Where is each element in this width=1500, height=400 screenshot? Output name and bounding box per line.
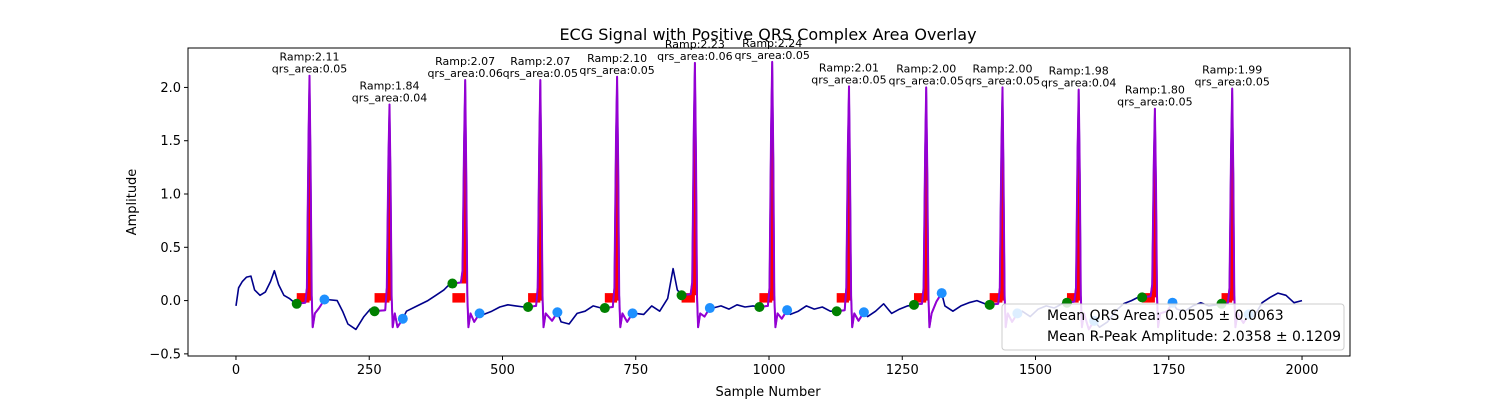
- qrs-area-fills: [296, 61, 1235, 303]
- qrs-area-label: qrs_area:0.05: [889, 74, 964, 87]
- y-tick-label: −0.5: [149, 347, 181, 362]
- s-point-marker: [319, 294, 330, 305]
- s-point-marker: [397, 313, 408, 324]
- qrs-area-label: qrs_area:0.05: [965, 74, 1040, 87]
- legend-box: [1001, 303, 1345, 351]
- qrs-area-base: [681, 293, 695, 303]
- qrs-area-label: qrs_area:0.05: [503, 67, 578, 80]
- s-point-marker: [552, 307, 563, 318]
- q-point-marker: [754, 301, 765, 312]
- q-point-marker: [523, 301, 534, 312]
- x-tick-label: 1250: [886, 363, 919, 378]
- r-peak-amp-label: Ramp:1.84: [359, 79, 419, 92]
- y-tick-label: 1.5: [160, 134, 181, 149]
- qrs-segment: [913, 86, 943, 329]
- qrs-area-label: qrs_area:0.05: [272, 63, 347, 76]
- s-point-marker: [474, 308, 485, 319]
- s-point-marker: [936, 288, 947, 299]
- y-tick-label: 0.0: [160, 294, 181, 309]
- chart-title: ECG Signal with Positive QRS Complex Are…: [559, 25, 976, 44]
- qrs-segment: [604, 75, 634, 329]
- qrs-area-base: [374, 293, 390, 303]
- qrs-area-base: [296, 293, 310, 303]
- qrs-segment: [836, 85, 865, 329]
- qrs-segment: [1221, 87, 1250, 329]
- s-point-marker: [704, 303, 715, 314]
- peak-annotations: Ramp:2.11qrs_area:0.05Ramp:1.84qrs_area:…: [272, 37, 1270, 109]
- qrs-area-base: [1142, 293, 1155, 303]
- x-axis-label: Sample Number: [715, 385, 821, 400]
- x-tick-label: 250: [357, 363, 382, 378]
- qrs-area-base: [452, 293, 466, 303]
- r-peak-amp-label: Ramp:2.00: [896, 62, 956, 75]
- y-tick-label: 2.0: [160, 81, 181, 96]
- q-point-marker: [447, 278, 458, 289]
- qrs-area-label: qrs_area:0.05: [734, 49, 809, 62]
- y-axis-label: Amplitude: [125, 169, 140, 236]
- qrs-area-label: qrs_area:0.04: [1041, 77, 1116, 90]
- q-point-marker: [1137, 292, 1148, 303]
- qrs-segment: [681, 61, 711, 329]
- qrs-segment: [296, 74, 326, 329]
- qrs-segment: [759, 60, 788, 329]
- r-peak-amp-label: Ramp:2.24: [742, 37, 802, 50]
- r-peak-amp-label: Ramp:2.07: [435, 55, 495, 68]
- qrs-area-base: [528, 293, 541, 303]
- legend-entry-r-peak: Mean R-Peak Amplitude: 2.0358 ± 0.1209: [1047, 329, 1341, 345]
- q-point-marker: [984, 299, 995, 310]
- r-peak-amp-label: Ramp:1.98: [1049, 65, 1109, 78]
- r-peak-amp-label: Ramp:2.10: [587, 52, 647, 65]
- q-point-marker: [291, 298, 302, 309]
- qrs-segment: [527, 79, 559, 329]
- r-peak-amp-label: Ramp:1.80: [1125, 84, 1185, 97]
- qrs-area-label: qrs_area:0.06: [427, 67, 502, 80]
- x-axis-ticks: 0 250 500 750 1000 1250 1500 1750 2000: [232, 356, 1319, 378]
- y-axis-ticks: −0.5 0.0 0.5 1.0 1.5 2.0: [149, 81, 188, 362]
- q-point-marker: [599, 303, 610, 314]
- r-peak-amp-label: Ramp:2.07: [510, 55, 570, 68]
- legend-entry-qrs-area: Mean QRS Area: 0.0505 ± 0.0063: [1047, 308, 1284, 324]
- qrs-segment: [452, 79, 481, 329]
- x-tick-label: 1500: [1019, 363, 1052, 378]
- q-point-marker: [908, 299, 919, 310]
- qrs-area-base: [836, 293, 849, 303]
- x-tick-label: 2000: [1285, 363, 1318, 378]
- x-tick-label: 0: [232, 363, 240, 378]
- qrs-area-base: [989, 293, 1003, 303]
- x-tick-label: 500: [490, 363, 515, 378]
- q-point-marker: [369, 306, 380, 317]
- qrs-area-base: [1066, 293, 1079, 303]
- x-tick-label: 1750: [1152, 363, 1185, 378]
- qrs-area-base: [1221, 293, 1233, 303]
- r-peak-amp-label: Ramp:2.11: [280, 51, 340, 64]
- y-tick-label: 1.0: [160, 188, 181, 203]
- s-point-marker: [627, 308, 638, 319]
- x-tick-label: 1000: [752, 363, 785, 378]
- q-point-marker: [676, 290, 687, 301]
- x-tick-label: 750: [623, 363, 648, 378]
- qrs-area-label: qrs_area:0.05: [579, 64, 654, 77]
- qrs-area-label: qrs_area:0.04: [352, 91, 427, 104]
- qrs-area-label: qrs_area:0.05: [811, 73, 886, 86]
- q-point-marker: [831, 306, 842, 317]
- r-peak-amp-label: Ramp:2.00: [972, 62, 1032, 75]
- qrs-area-label: qrs_area:0.05: [1117, 96, 1192, 109]
- qrs-area-base: [604, 293, 618, 303]
- qrs-area-base: [759, 293, 773, 303]
- legend: Mean QRS Area: 0.0505 ± 0.0063 Mean R-Pe…: [1001, 303, 1345, 351]
- s-point-marker: [858, 307, 869, 318]
- r-peak-amp-label: Ramp:1.99: [1202, 63, 1262, 76]
- y-tick-label: 0.5: [160, 241, 181, 256]
- qrs-area-label: qrs_area:0.06: [657, 50, 732, 63]
- s-point-marker: [782, 305, 793, 316]
- qrs-segment: [374, 103, 404, 329]
- r-peak-amp-label: Ramp:2.01: [819, 61, 879, 74]
- qrs-area-base: [913, 293, 927, 303]
- qrs-area-label: qrs_area:0.05: [1194, 75, 1269, 88]
